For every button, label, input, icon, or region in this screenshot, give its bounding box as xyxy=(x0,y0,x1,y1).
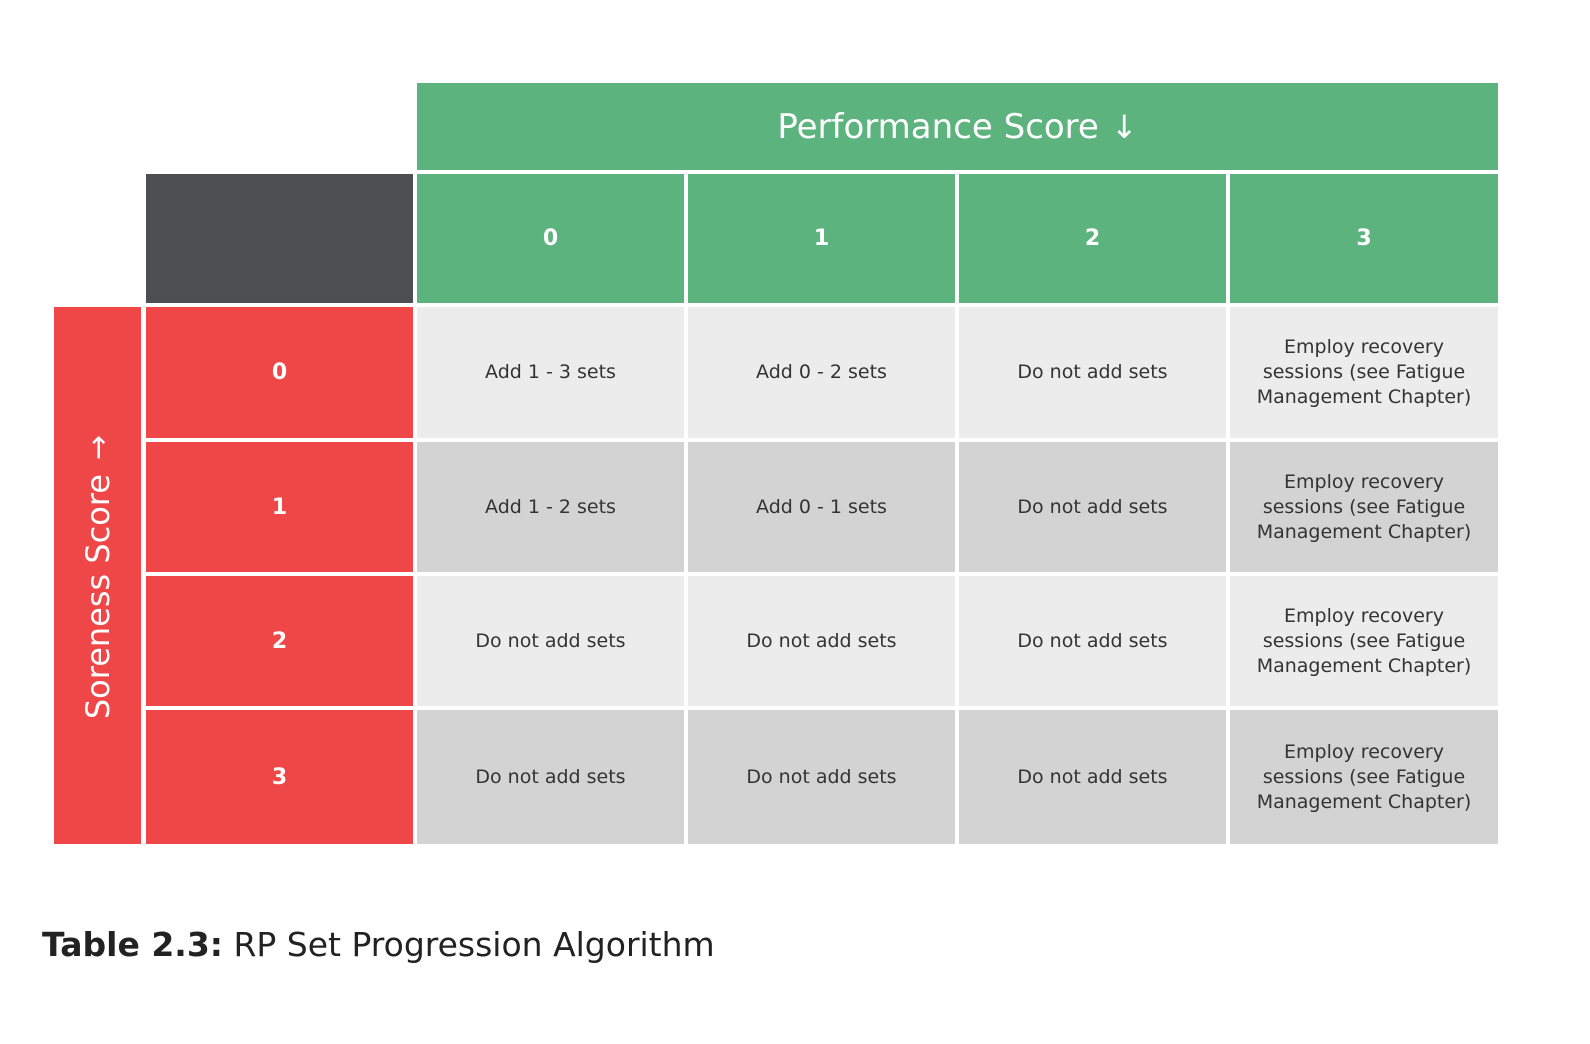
corner-block xyxy=(146,174,413,303)
table-cell: Do not add sets xyxy=(959,576,1226,706)
table-cell: Employ recovery sessions (see Fatigue Ma… xyxy=(1230,442,1498,572)
table-caption: Table 2.3: RP Set Progression Algorithm xyxy=(42,925,715,964)
soreness-score-header xyxy=(54,307,141,844)
table-cell: Do not add sets xyxy=(688,576,955,706)
table-cell: Do not add sets xyxy=(959,307,1226,438)
performance-score-header: Performance Score ↓ xyxy=(417,83,1498,170)
column-header-3: 3 xyxy=(1230,174,1498,303)
row-header-1: 1 xyxy=(146,442,413,572)
column-header-1: 1 xyxy=(688,174,955,303)
soreness-score-label: Soreness Score xyxy=(79,474,117,720)
table-cell: Employ recovery sessions (see Fatigue Ma… xyxy=(1230,710,1498,844)
column-header-0: 0 xyxy=(417,174,684,303)
table-cell: Add 0 - 1 sets xyxy=(688,442,955,572)
row-header-0: 0 xyxy=(146,307,413,438)
down-arrow-icon: ↓ xyxy=(1110,107,1138,146)
performance-score-label: Performance Score xyxy=(777,106,1099,147)
caption-text: RP Set Progression Algorithm xyxy=(222,925,715,964)
right-arrow-icon: → xyxy=(80,434,116,460)
table-cell: Employ recovery sessions (see Fatigue Ma… xyxy=(1230,576,1498,706)
table-cell: Do not add sets xyxy=(959,710,1226,844)
table-cell: Do not add sets xyxy=(959,442,1226,572)
table-cell: Do not add sets xyxy=(688,710,955,844)
table-cell: Do not add sets xyxy=(417,576,684,706)
table-cell: Add 0 - 2 sets xyxy=(688,307,955,438)
row-header-2: 2 xyxy=(146,576,413,706)
row-header-3: 3 xyxy=(146,710,413,844)
soreness-score-label-wrap: Soreness Score → xyxy=(79,435,117,719)
column-header-2: 2 xyxy=(959,174,1226,303)
caption-label: Table 2.3: xyxy=(42,925,223,964)
table-cell: Add 1 - 3 sets xyxy=(417,307,684,438)
table-cell: Employ recovery sessions (see Fatigue Ma… xyxy=(1230,307,1498,438)
table-cell: Do not add sets xyxy=(417,710,684,844)
table-cell: Add 1 - 2 sets xyxy=(417,442,684,572)
